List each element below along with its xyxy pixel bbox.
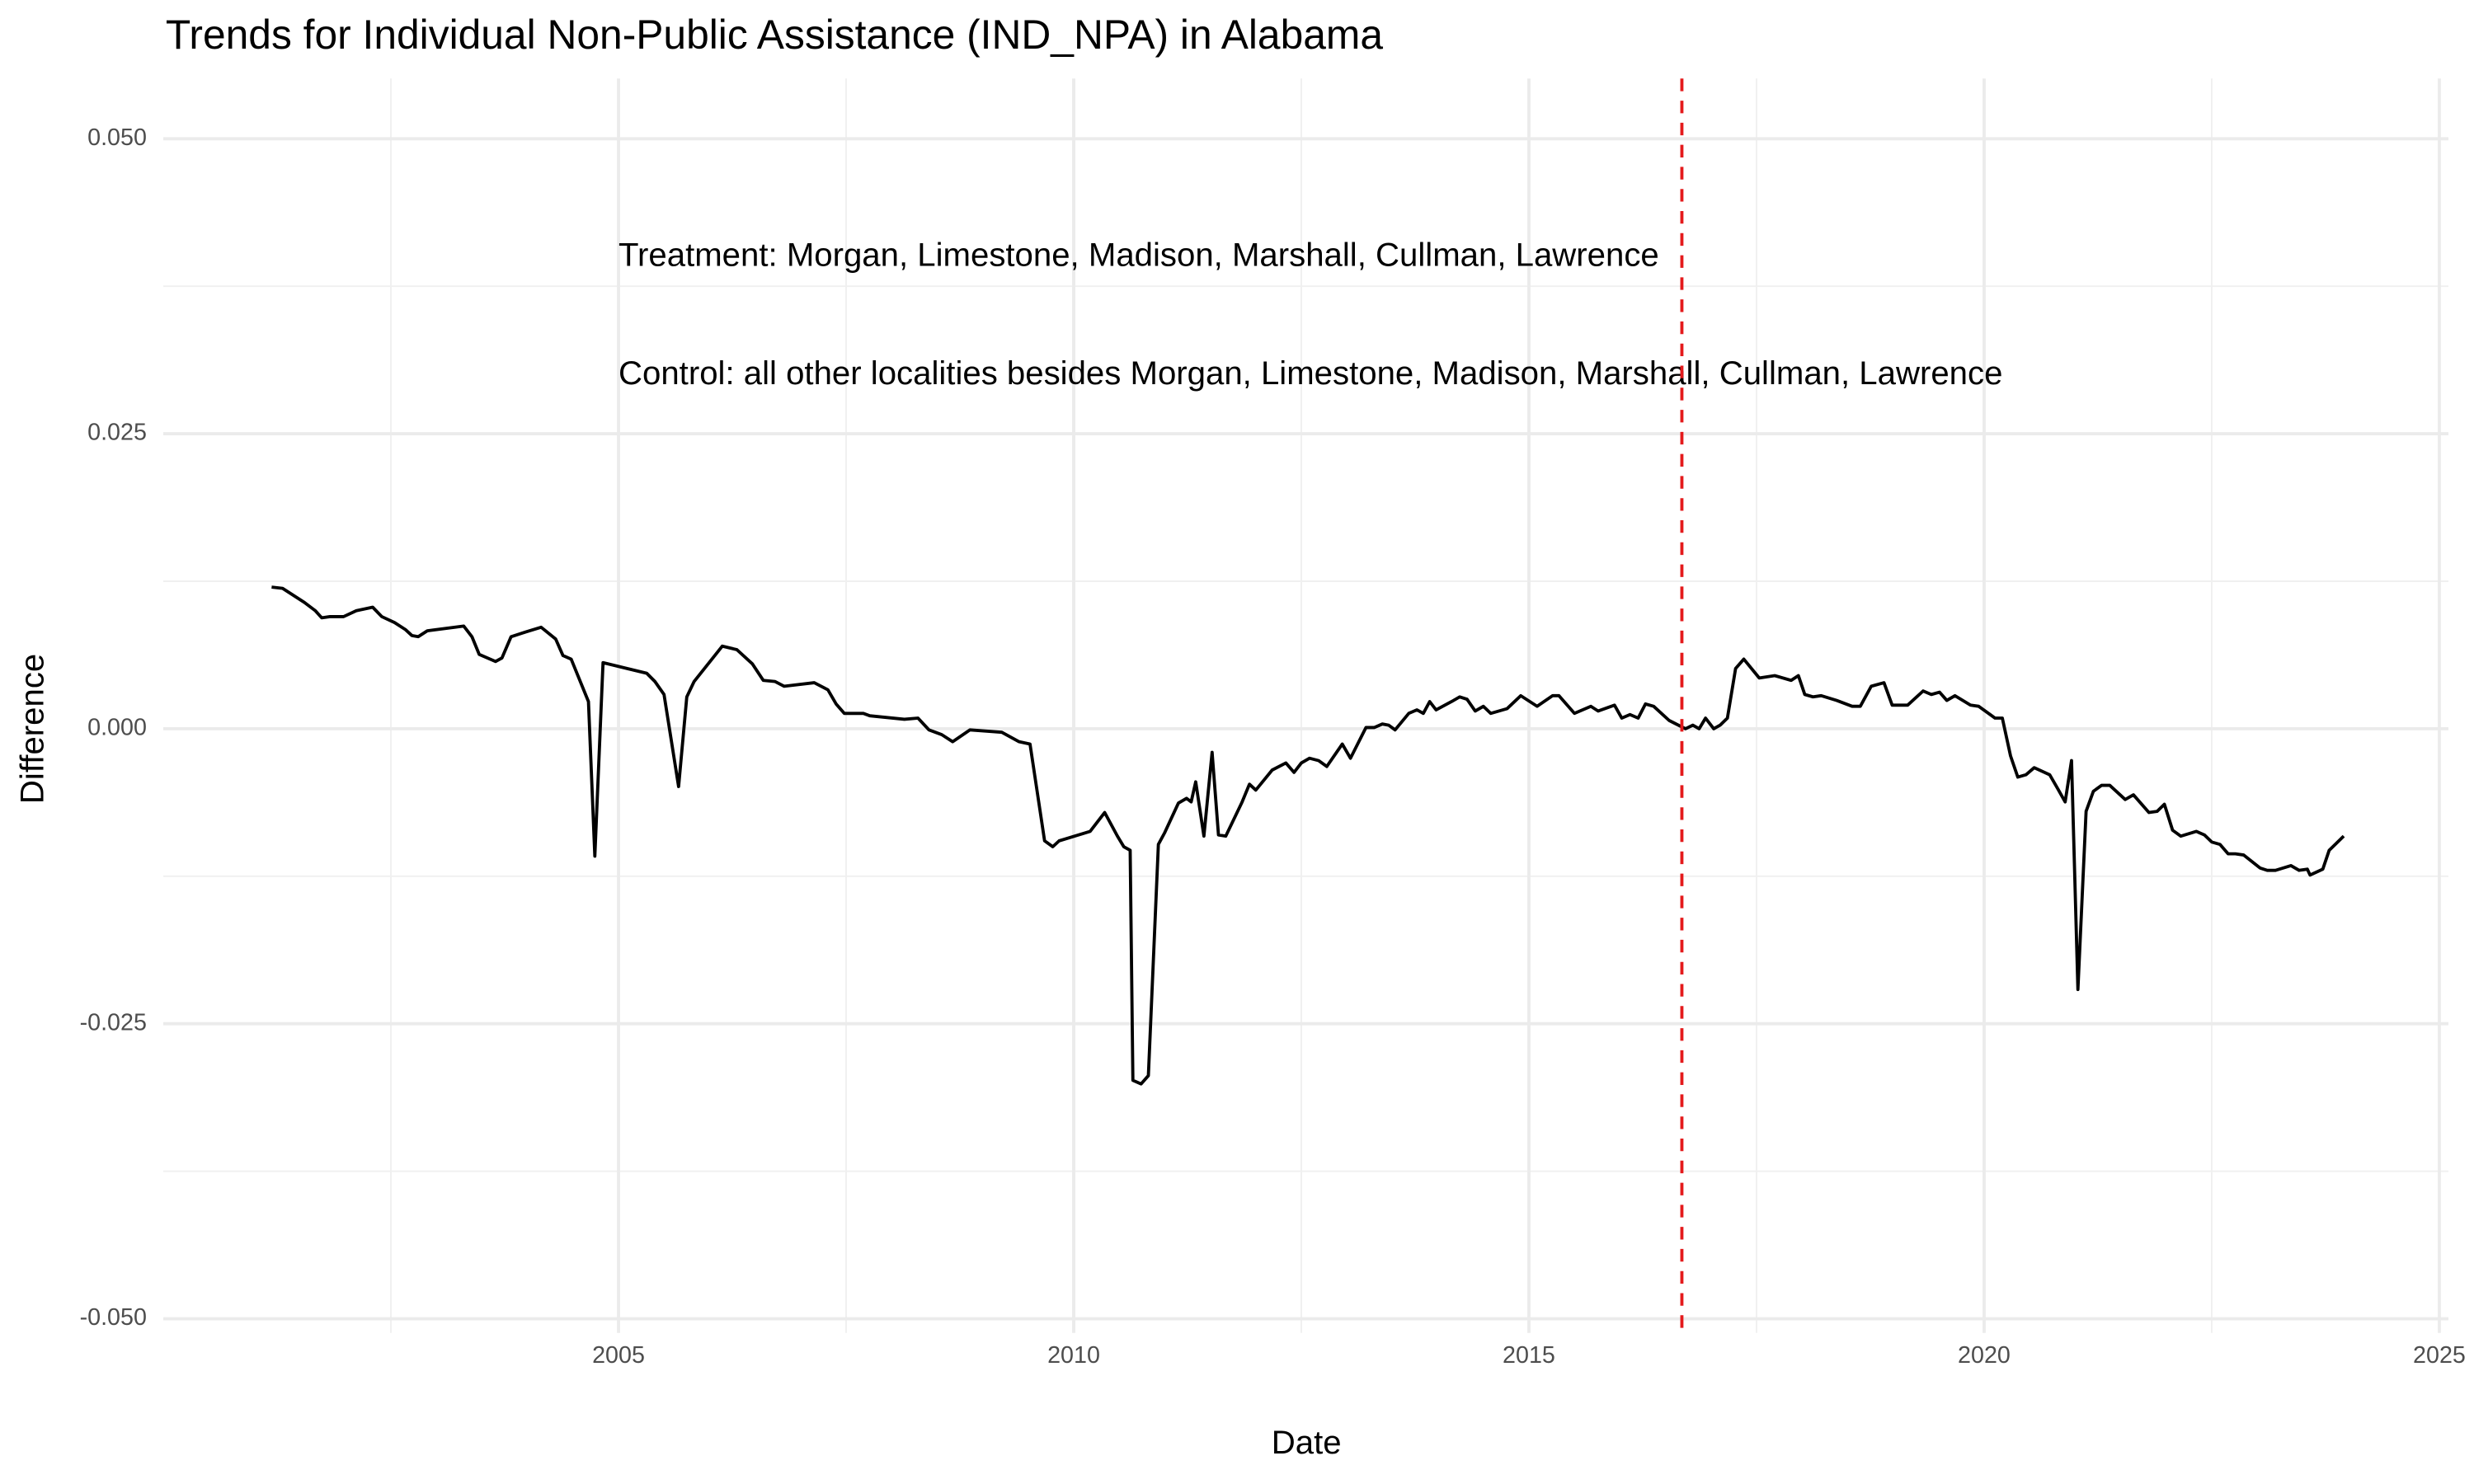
chart-title: Trends for Individual Non-Public Assista… (166, 12, 1383, 58)
y-tick-label: -0.025 (80, 1009, 147, 1036)
plot-area: Treatment: Morgan, Limestone, Madison, M… (271, 78, 2345, 1333)
grid: 2005 2010 2015 2020 2025 0.050 0.025 0.000 -0.02… (80, 78, 2466, 1369)
y-tick-label: 0.000 (87, 714, 147, 740)
x-tick-label: 2005 (592, 1342, 645, 1369)
annotation: Treatment: Morgan, Limestone, Madison, M… (618, 236, 1659, 273)
x-tick-label: 2025 (2413, 1342, 2466, 1369)
y-tick-label: 0.050 (87, 124, 147, 151)
x-axis-label: Date (1272, 1424, 1342, 1461)
y-tick-label: -0.050 (80, 1304, 147, 1331)
y-axis-label: Difference (14, 654, 51, 804)
x-tick-label: 2015 (1503, 1342, 1555, 1369)
annotation: Control: all other localities besides Mo… (618, 355, 2002, 392)
x-tick-label: 2010 (1047, 1342, 1100, 1369)
y-tick-label: 0.025 (87, 420, 147, 446)
data-line (271, 585, 2345, 1086)
x-tick-label: 2020 (1958, 1342, 2011, 1369)
